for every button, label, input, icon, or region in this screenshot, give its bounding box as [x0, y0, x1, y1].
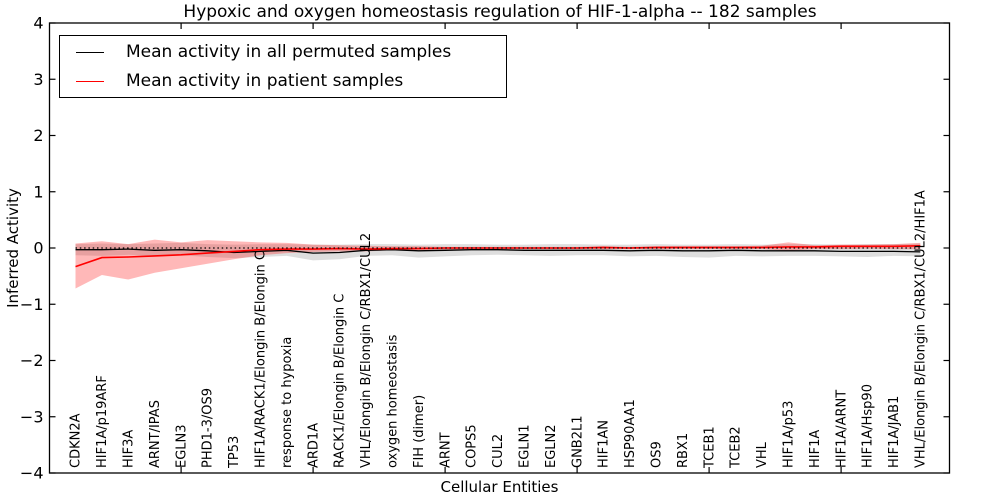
x-tick-label: EGLN3 [174, 424, 189, 468]
x-tick-label: HIF1A/RACK1/Elongin B/Elongin C [253, 251, 268, 468]
legend-label-permuted: Mean activity in all permuted samples [126, 42, 452, 62]
x-tick-label: EGLN1 [517, 424, 532, 468]
x-tick-label: EGLN2 [544, 424, 559, 468]
x-tick-label: ARNT/IPAS [148, 400, 163, 468]
x-tick-label: HIF1A/p19ARF [95, 375, 110, 468]
x-tick-label: ARNT [438, 432, 453, 468]
x-tick-label: HSP90AA1 [623, 399, 638, 468]
x-tick-label: HIF1A/Hsp90 [861, 384, 876, 468]
x-tick-label: COPS5 [465, 424, 480, 468]
legend-row: Mean activity in patient samples [60, 68, 506, 94]
x-tick-label: oxygen homeostasis [385, 334, 400, 468]
y-tick-label: −4 [20, 464, 44, 483]
permuted-series-line-sample [76, 51, 104, 53]
y-tick-label: 1 [33, 182, 43, 201]
x-tick-label: VHL/Elongin B/Elongin C/RBX1/CUL2 [359, 233, 374, 468]
y-tick-label: 3 [33, 70, 43, 89]
x-tick-label: TP53 [227, 436, 242, 469]
x-tick-label: CDKN2A [69, 413, 84, 468]
x-tick-label: VHL [755, 441, 770, 468]
permuted-mean-line [75, 248, 921, 254]
x-tick-label: RACK1/Elongin B/Elongin C [333, 294, 348, 468]
chart-title: Hypoxic and oxygen homeostasis regulatio… [183, 2, 817, 22]
y-tick-label: −1 [20, 295, 44, 314]
x-tick-label: PHD1-3/OS9 [201, 388, 216, 468]
patient-band [75, 239, 921, 289]
x-tick-label: OS9 [649, 441, 664, 468]
x-tick-label: CUL2 [491, 434, 506, 468]
y-tick-label: 2 [33, 126, 43, 145]
x-tick-label: HIF1A/p53 [781, 401, 796, 468]
y-tick-label: −3 [20, 407, 44, 426]
x-tick-label: TCEB1 [702, 426, 717, 469]
y-axis-label: Inferred Activity [4, 188, 22, 308]
x-tick-label: GNB2L1 [570, 415, 585, 468]
x-tick-label: RBX1 [676, 433, 691, 468]
x-tick-label: ARD1A [306, 423, 321, 468]
y-tick-label: 0 [33, 239, 43, 258]
x-tick-label: HIF3A [121, 430, 136, 468]
y-tick-label: −2 [20, 351, 44, 370]
x-tick-label: response to hypoxia [280, 337, 295, 468]
x-tick-label: TCEB2 [729, 426, 744, 469]
x-tick-label: HIF1A/JAB1 [887, 396, 902, 468]
legend: Mean activity in all permuted samples Me… [59, 35, 507, 98]
x-tick-label: HIF1A [808, 430, 823, 468]
legend-row: Mean activity in all permuted samples [60, 39, 506, 65]
x-tick-label: FIH (dimer) [412, 395, 427, 468]
x-tick-label: HIF1AN [597, 420, 612, 468]
x-tick-label: VHL/Elongin B/Elongin C/RBX1/CUL2/HIF1A [913, 190, 928, 468]
x-tick-label: HIF1A/ARNT [834, 390, 849, 468]
x-axis-label: Cellular Entities [440, 478, 559, 496]
y-tick-label: 4 [33, 14, 43, 33]
legend-label-patient: Mean activity in patient samples [126, 71, 404, 91]
patient-series-line-sample [76, 80, 104, 82]
